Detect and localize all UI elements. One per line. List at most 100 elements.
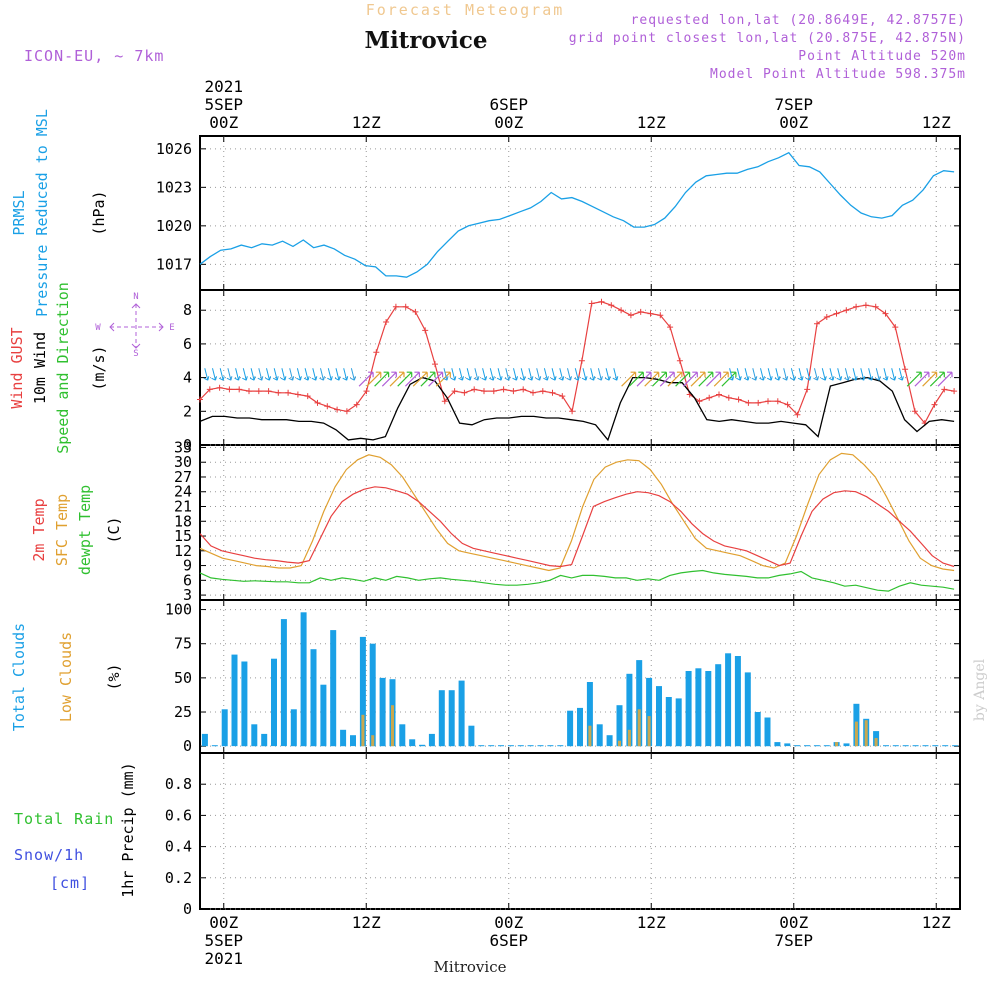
- gust-marker: [608, 302, 615, 309]
- gust-marker: [373, 349, 380, 356]
- wind-arrow: [782, 368, 789, 381]
- total-cloud-bar: [646, 677, 653, 747]
- gust-marker: [226, 386, 233, 393]
- gust-marker: [451, 388, 458, 395]
- gust-marker: [784, 401, 791, 408]
- y-tick-label: 75: [174, 635, 192, 653]
- gust-marker: [412, 308, 419, 315]
- wind-arrow: [859, 368, 866, 381]
- wind-arrow: [311, 368, 318, 381]
- low-cloud-bar: [864, 720, 868, 747]
- wind-arrow: [906, 371, 922, 387]
- wind-arrow: [937, 371, 953, 387]
- page-title: Mitrovice: [364, 27, 487, 54]
- y-tick-label: 6: [183, 335, 192, 353]
- gust-marker: [294, 391, 301, 398]
- wind-arrow: [898, 368, 904, 381]
- wind-arrow: [420, 371, 436, 387]
- total-cloud-bar: [823, 745, 830, 747]
- wind-arrow: [698, 371, 714, 387]
- wind-arrow: [581, 368, 588, 381]
- total-cloud-bar: [261, 733, 268, 747]
- y-tick-label: 3: [183, 586, 192, 604]
- total-cloud-bar: [586, 682, 593, 747]
- total-cloud-bar: [794, 745, 801, 747]
- gust-marker: [285, 389, 292, 396]
- clouds-unit: (%): [105, 663, 123, 690]
- gust-marker: [216, 384, 223, 391]
- top-time-label: 00Z: [779, 113, 808, 132]
- gust-marker: [334, 406, 341, 413]
- top-time-label: 00Z: [209, 113, 238, 132]
- bottom-time-label: 00Z: [779, 913, 808, 932]
- wind-arrow: [465, 368, 472, 381]
- wind-arrow: [428, 371, 444, 387]
- bottom-time-label: 00Z: [494, 913, 523, 932]
- gust-marker: [667, 324, 674, 331]
- wind-arrow: [257, 368, 264, 381]
- total-cloud-bar: [577, 707, 583, 747]
- total-cloud-bar: [251, 724, 258, 747]
- wind-arrow: [242, 368, 248, 381]
- total-cloud-bar: [211, 745, 218, 747]
- wind-arrow: [366, 371, 382, 387]
- low-clouds-label: Low Clouds: [57, 632, 75, 722]
- gust-marker: [657, 312, 664, 319]
- y-tick-label: 0.4: [165, 838, 192, 856]
- wind-arrow: [836, 368, 843, 381]
- wind-arrow: [644, 371, 660, 387]
- bottom-time-label: 12Z: [352, 913, 381, 932]
- gust-marker: [304, 393, 311, 400]
- gust-marker: [725, 394, 732, 401]
- wind-arrow: [296, 368, 302, 381]
- total-cloud-bar: [340, 729, 347, 747]
- wind-arrow: [636, 371, 652, 387]
- gust-marker: [490, 388, 497, 395]
- top-time-label: 7SEP: [774, 95, 813, 114]
- wind-arrow: [489, 368, 495, 381]
- y-tick-label: 6: [183, 571, 192, 589]
- wind-arrow: [350, 368, 356, 381]
- total-cloud-bar: [498, 745, 504, 747]
- gust-marker: [696, 398, 703, 405]
- total-cloud-bar: [764, 717, 771, 747]
- wind-arrow: [721, 371, 737, 387]
- gust-marker: [872, 303, 879, 310]
- total-cloud-bar: [448, 690, 455, 747]
- total-cloud-bar: [843, 743, 850, 747]
- gust-marker: [343, 408, 350, 415]
- wind-arrow: [550, 368, 557, 381]
- gust-marker: [578, 357, 585, 364]
- total-cloud-bar: [557, 745, 564, 747]
- total-rain-label: Total Rain: [14, 810, 114, 828]
- wind-arrow: [334, 368, 341, 381]
- wind-arrow: [218, 368, 225, 381]
- low-cloud-bar: [371, 735, 375, 747]
- total-cloud-bar: [902, 745, 909, 747]
- total-cloud-bar: [606, 735, 613, 747]
- pressure-label-1: PRMSL: [10, 190, 28, 235]
- gust-marker: [804, 386, 811, 393]
- total-cloud-bar: [892, 745, 899, 747]
- gust-marker: [363, 388, 370, 395]
- cloud-labels: Total Clouds Low Clouds (%): [10, 623, 123, 731]
- bottom-time-label: 7SEP: [774, 931, 813, 950]
- low-cloud-bar: [874, 738, 878, 747]
- total-cloud-bar: [280, 619, 287, 747]
- wind-arrow: [288, 368, 295, 381]
- gust-marker: [530, 389, 536, 396]
- wind-arrow: [604, 368, 611, 381]
- wind-arrow: [774, 368, 781, 381]
- total-cloud-bar: [379, 677, 386, 747]
- y-tick-label: 0: [183, 436, 192, 454]
- wind-arrow: [659, 371, 675, 387]
- wind-arrow: [381, 371, 397, 387]
- pressure-unit: (hPa): [90, 190, 108, 235]
- gust-marker: [314, 399, 321, 406]
- low-cloud-bar: [618, 740, 621, 747]
- gust-marker: [206, 386, 213, 393]
- wind-arrow: [713, 371, 729, 387]
- gust-marker: [539, 388, 546, 395]
- gust-marker: [823, 314, 830, 320]
- gust-marker: [500, 386, 507, 393]
